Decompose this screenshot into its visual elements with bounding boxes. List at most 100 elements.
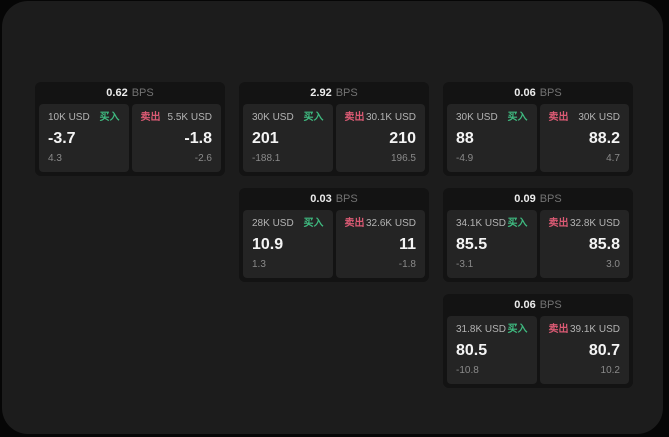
card-body: 30K USD 买入 201 -188.1 卖出 30.1K USD 210 1…: [239, 104, 429, 176]
quote-card: 0.03 BPS 28K USD 买入 10.9 1.3 卖出 32.6K US…: [239, 188, 429, 282]
sell-delta: -2.6: [194, 153, 212, 164]
sell-delta: 4.7: [606, 153, 620, 164]
buy-price: -3.7: [48, 130, 76, 147]
sell-delta: 196.5: [390, 153, 416, 164]
sell-amount: 30K USD: [578, 112, 620, 123]
buy-panel[interactable]: 34.1K USD 买入 85.5 -3.1: [447, 210, 537, 278]
buy-button[interactable]: 买入: [507, 324, 528, 335]
sell-panel[interactable]: 卖出 30K USD 88.2 4.7: [539, 104, 629, 172]
sell-button[interactable]: 卖出: [548, 112, 569, 123]
buy-button[interactable]: 买入: [507, 218, 528, 229]
sell-button[interactable]: 卖出: [344, 112, 365, 123]
card-header: 0.09 BPS: [443, 188, 633, 210]
buy-delta: -3.1: [456, 259, 474, 270]
sell-panel-top: 卖出 5.5K USD: [141, 112, 213, 124]
bps-unit-label: BPS: [131, 87, 154, 99]
buy-delta: 1.3: [252, 259, 266, 270]
main-panel: 0.62 BPS 10K USD 买入 -3.7 4.3 卖出 5.5K USD…: [2, 1, 663, 434]
sell-price: 85.8: [588, 236, 620, 253]
sell-delta: 3.0: [606, 259, 620, 270]
buy-price: 201: [252, 130, 279, 147]
buy-delta: -10.8: [456, 365, 479, 376]
buy-panel[interactable]: 31.8K USD 买入 80.5 -10.8: [447, 316, 537, 384]
buy-panel-top: 28K USD 买入: [252, 218, 324, 230]
buy-panel[interactable]: 30K USD 买入 88 -4.9: [447, 104, 537, 172]
sell-panel-top: 卖出 32.8K USD: [549, 218, 621, 230]
sell-price: -1.8: [184, 130, 212, 147]
card-header: 0.03 BPS: [239, 188, 429, 210]
sell-panel-top: 卖出 30.1K USD: [345, 112, 417, 124]
bps-value: 0.62: [106, 87, 128, 99]
bps-value: 0.06: [514, 87, 536, 99]
sell-panel[interactable]: 卖出 32.8K USD 85.8 3.0: [539, 210, 629, 278]
card-body: 10K USD 买入 -3.7 4.3 卖出 5.5K USD -1.8 -2.…: [35, 104, 225, 176]
sell-delta: -1.8: [398, 259, 416, 270]
buy-panel-top: 34.1K USD 买入: [456, 218, 528, 230]
buy-button[interactable]: 买入: [507, 112, 528, 123]
sell-price: 88.2: [588, 130, 620, 147]
sell-panel-top: 卖出 30K USD: [549, 112, 621, 124]
sell-amount: 39.1K USD: [569, 324, 620, 335]
card-body: 28K USD 买入 10.9 1.3 卖出 32.6K USD 11 -1.8: [239, 210, 429, 282]
sell-panel-top: 卖出 32.6K USD: [345, 218, 417, 230]
buy-panel[interactable]: 10K USD 买入 -3.7 4.3: [39, 104, 129, 172]
buy-price: 10.9: [252, 236, 284, 253]
card-body: 34.1K USD 买入 85.5 -3.1 卖出 32.8K USD 85.8…: [443, 210, 633, 282]
buy-panel-top: 30K USD 买入: [456, 112, 528, 124]
quote-card: 2.92 BPS 30K USD 买入 201 -188.1 卖出 30.1K …: [239, 82, 429, 176]
bps-value: 0.06: [514, 299, 536, 311]
buy-amount: 30K USD: [456, 112, 498, 123]
buy-amount: 31.8K USD: [456, 324, 507, 335]
buy-button[interactable]: 买入: [303, 112, 324, 123]
buy-amount: 28K USD: [252, 218, 294, 229]
sell-amount: 32.6K USD: [365, 218, 416, 229]
bps-unit-label: BPS: [539, 193, 562, 205]
quote-card: 0.09 BPS 34.1K USD 买入 85.5 -3.1 卖出 32.8K…: [443, 188, 633, 282]
card-header: 2.92 BPS: [239, 82, 429, 104]
buy-button[interactable]: 买入: [303, 218, 324, 229]
bps-value: 0.03: [310, 193, 332, 205]
sell-panel[interactable]: 卖出 30.1K USD 210 196.5: [335, 104, 425, 172]
sell-amount: 5.5K USD: [167, 112, 212, 123]
buy-panel-top: 31.8K USD 买入: [456, 324, 528, 336]
bps-unit-label: BPS: [539, 299, 562, 311]
quote-card: 0.62 BPS 10K USD 买入 -3.7 4.3 卖出 5.5K USD…: [35, 82, 225, 176]
sell-amount: 32.8K USD: [569, 218, 620, 229]
card-header: 0.06 BPS: [443, 82, 633, 104]
sell-button[interactable]: 卖出: [548, 218, 569, 229]
buy-price: 80.5: [456, 342, 488, 359]
bps-unit-label: BPS: [335, 87, 358, 99]
buy-panel-top: 30K USD 买入: [252, 112, 324, 124]
card-header: 0.62 BPS: [35, 82, 225, 104]
bps-value: 0.09: [514, 193, 536, 205]
sell-button[interactable]: 卖出: [548, 324, 569, 335]
buy-panel[interactable]: 28K USD 买入 10.9 1.3: [243, 210, 333, 278]
bps-unit-label: BPS: [539, 87, 562, 99]
sell-panel[interactable]: 卖出 5.5K USD -1.8 -2.6: [131, 104, 221, 172]
card-header: 0.06 BPS: [443, 294, 633, 316]
sell-panel[interactable]: 卖出 32.6K USD 11 -1.8: [335, 210, 425, 278]
buy-price: 88: [456, 130, 474, 147]
bps-unit-label: BPS: [335, 193, 358, 205]
sell-delta: 10.2: [600, 365, 620, 376]
sell-panel[interactable]: 卖出 39.1K USD 80.7 10.2: [539, 316, 629, 384]
sell-amount: 30.1K USD: [365, 112, 416, 123]
sell-button[interactable]: 卖出: [140, 112, 161, 123]
buy-delta: -188.1: [252, 153, 281, 164]
cards-grid: 0.62 BPS 10K USD 买入 -3.7 4.3 卖出 5.5K USD…: [35, 82, 633, 388]
buy-delta: -4.9: [456, 153, 474, 164]
card-body: 31.8K USD 买入 80.5 -10.8 卖出 39.1K USD 80.…: [443, 316, 633, 388]
buy-amount: 10K USD: [48, 112, 90, 123]
sell-button[interactable]: 卖出: [344, 218, 365, 229]
card-body: 30K USD 买入 88 -4.9 卖出 30K USD 88.2 4.7: [443, 104, 633, 176]
sell-price: 210: [389, 130, 416, 147]
buy-amount: 30K USD: [252, 112, 294, 123]
buy-price: 85.5: [456, 236, 488, 253]
sell-panel-top: 卖出 39.1K USD: [549, 324, 621, 336]
buy-panel[interactable]: 30K USD 买入 201 -188.1: [243, 104, 333, 172]
buy-panel-top: 10K USD 买入: [48, 112, 120, 124]
sell-price: 80.7: [588, 342, 620, 359]
buy-delta: 4.3: [48, 153, 62, 164]
sell-price: 11: [399, 236, 416, 253]
buy-button[interactable]: 买入: [99, 112, 120, 123]
